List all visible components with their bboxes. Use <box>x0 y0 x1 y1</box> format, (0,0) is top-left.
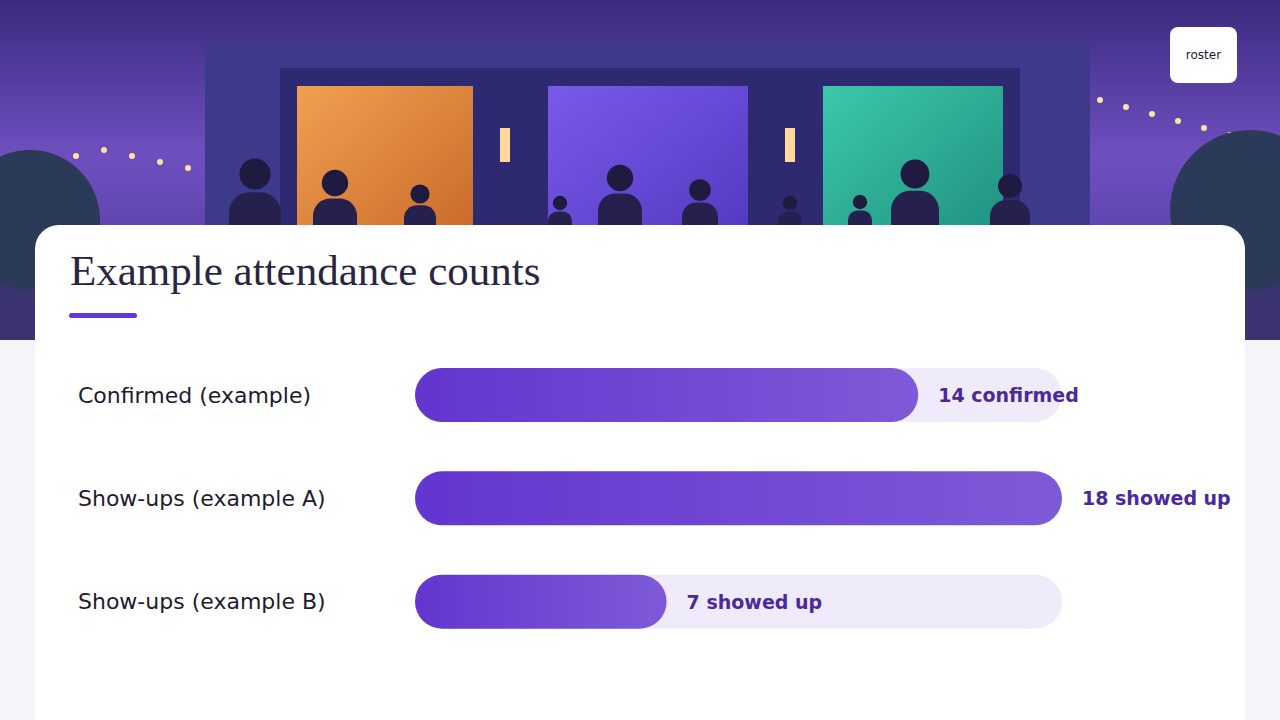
svg-text:7 showed up: 7 showed up <box>687 591 823 613</box>
svg-text:Show-ups (example A): Show-ups (example A) <box>78 486 326 511</box>
html-text:Example attendance counts: Example attendance counts <box>70 247 541 294</box>
svg-text:Show-ups (example B): Show-ups (example B) <box>78 589 326 614</box>
html-text:roster: roster <box>1185 48 1222 62</box>
svg-text:14 confirmed: 14 confirmed <box>938 384 1079 406</box>
svg-text:Confirmed (example): Confirmed (example) <box>78 383 311 408</box>
svg-text:18 showed up: 18 showed up <box>1082 487 1231 509</box>
